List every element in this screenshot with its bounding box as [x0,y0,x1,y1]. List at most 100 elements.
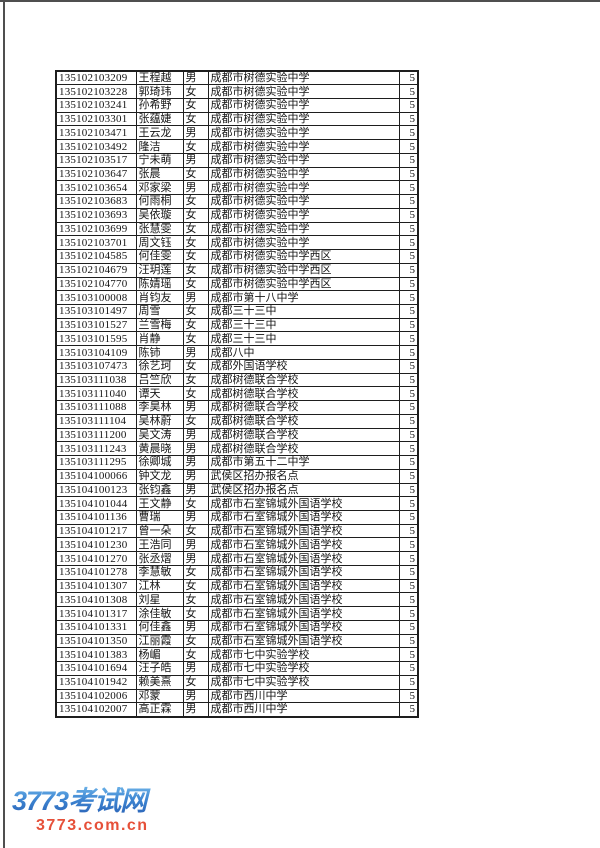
cell-group-number: 5 [398,564,419,580]
cell-student-name: 徐卿城 [135,455,184,470]
cell-gender: 女 [182,249,209,264]
cell-student-name: 张蕴婕 [135,111,184,127]
cell-school: 成都市西川中学 [207,702,400,718]
cell-student-name: 江丽霞 [135,633,184,649]
cell-exam-id: 135104101694 [55,661,137,676]
cell-school: 成都市石室锦城外国语学校 [207,578,400,594]
cell-exam-id: 135102103654 [55,180,137,196]
table-row: 135102103209 王程越 男 成都市树德实验中学 5 [55,70,419,86]
cell-exam-id: 135104100123 [55,482,137,498]
cell-exam-id: 135104101136 [55,510,137,525]
cell-student-name: 兰雪梅 [135,317,184,333]
cell-gender: 男 [182,537,209,553]
table-row: 135102104679 汪玥莲 女 成都市树德实验中学西区 5 [55,262,419,278]
cell-group-number: 5 [398,331,419,347]
cell-group-number: 5 [398,276,419,292]
cell-school: 成都树德联合学校 [207,413,400,429]
cell-school: 成都市树德实验中学 [207,180,400,196]
cell-group-number: 5 [398,702,419,718]
cell-group-number: 5 [398,413,419,429]
cell-gender: 女 [182,84,209,99]
cell-gender: 女 [182,207,209,223]
cell-group-number: 5 [398,372,419,388]
cell-exam-id: 135103111040 [55,386,137,402]
cell-group-number: 5 [398,674,419,690]
cell-student-name: 曾一朵 [135,523,184,539]
cell-student-name: 何佳雯 [135,249,184,264]
cell-exam-id: 135102103701 [55,235,137,251]
cell-student-name: 吴依璇 [135,207,184,223]
cell-student-name: 徐艺珂 [135,358,184,374]
cell-school: 成都市第五十二中学 [207,455,400,470]
cell-gender: 女 [182,221,209,237]
cell-exam-id: 135103101497 [55,303,137,319]
cell-student-name: 汪子皓 [135,661,184,676]
table-row: 135104101317 涂佳敏 女 成都市石室锦城外国语学校 5 [55,606,419,621]
cell-school: 成都市树德实验中学 [207,111,400,127]
cell-group-number: 5 [398,207,419,223]
cell-student-name: 何佳鑫 [135,619,184,635]
cell-group-number: 5 [398,139,419,154]
cell-gender: 男 [182,551,209,566]
table-row: 135104101307 江林 女 成都市石室锦城外国语学校 5 [55,578,419,594]
cell-school: 成都市树德实验中学 [207,166,400,182]
cell-gender: 女 [182,235,209,251]
cell-group-number: 5 [398,606,419,621]
cell-exam-id: 135104101383 [55,647,137,663]
cell-exam-id: 135104100066 [55,468,137,484]
table-row: 135104101270 张丞熠 男 成都市石室锦城外国语学校 5 [55,551,419,566]
cell-school: 成都市石室锦城外国语学校 [207,496,400,511]
cell-group-number: 5 [398,510,419,525]
cell-student-name: 高正霖 [135,702,184,718]
cell-student-name: 吕竺欣 [135,372,184,388]
cell-school: 武侯区招办报名点 [207,468,400,484]
cell-gender: 女 [182,331,209,347]
cell-school: 成都市石室锦城外国语学校 [207,592,400,608]
cell-exam-id: 135103107473 [55,358,137,374]
table-row: 135104100066 钟文龙 男 武侯区招办报名点 5 [55,468,419,484]
cell-school: 成都市七中实验学校 [207,661,400,676]
table-row: 135102103492 隆洁 女 成都市树德实验中学 5 [55,139,419,154]
cell-school: 成都市石室锦城外国语学校 [207,633,400,649]
cell-school: 成都市石室锦城外国语学校 [207,551,400,566]
table-row: 135102103647 张晨 女 成都市树德实验中学 5 [55,166,419,182]
table-row: 135104102007 高正霖 男 成都市西川中学 5 [55,702,419,718]
cell-student-name: 王文静 [135,496,184,511]
cell-group-number: 5 [398,345,419,360]
cell-gender: 男 [182,427,209,443]
cell-exam-id: 135102103228 [55,84,137,99]
table-row: 135102103693 吴依璇 女 成都市树德实验中学 5 [55,207,419,223]
table-row: 135104100123 张钧鑫 男 武侯区招办报名点 5 [55,482,419,498]
table-row: 135104101942 赖美熹 女 成都市七中实验学校 5 [55,674,419,690]
cell-group-number: 5 [398,111,419,127]
cell-gender: 女 [182,276,209,292]
cell-exam-id: 135102103647 [55,166,137,182]
cell-gender: 男 [182,702,209,718]
cell-group-number: 5 [398,592,419,608]
cell-student-name: 钟文龙 [135,468,184,484]
cell-school: 成都树德联合学校 [207,372,400,388]
site-watermark: 3773考试网 3773.com.cn [12,786,192,835]
cell-school: 成都三十三中 [207,317,400,333]
cell-gender: 男 [182,70,209,86]
cell-group-number: 5 [398,647,419,663]
cell-group-number: 5 [398,496,419,511]
cell-student-name: 王程越 [135,70,184,86]
cell-exam-id: 135103111295 [55,455,137,470]
cell-exam-id: 135104101331 [55,619,137,635]
cell-student-name: 李昊林 [135,400,184,415]
cell-school: 成都市树德实验中学 [207,221,400,237]
table-row: 135102103301 张蕴婕 女 成都市树德实验中学 5 [55,111,419,127]
cell-student-name: 赖美熹 [135,674,184,690]
cell-exam-id: 135104101317 [55,606,137,621]
cell-gender: 男 [182,125,209,141]
cell-group-number: 5 [398,455,419,470]
cell-exam-id: 135104102006 [55,688,137,704]
cell-gender: 女 [182,194,209,209]
table-row: 135102103471 王云龙 男 成都市树德实验中学 5 [55,125,419,141]
cell-school: 武侯区招办报名点 [207,482,400,498]
table-row: 135103111040 谭天 女 成都树德联合学校 5 [55,386,419,402]
cell-exam-id: 135102103517 [55,152,137,168]
cell-school: 成都树德联合学校 [207,386,400,402]
